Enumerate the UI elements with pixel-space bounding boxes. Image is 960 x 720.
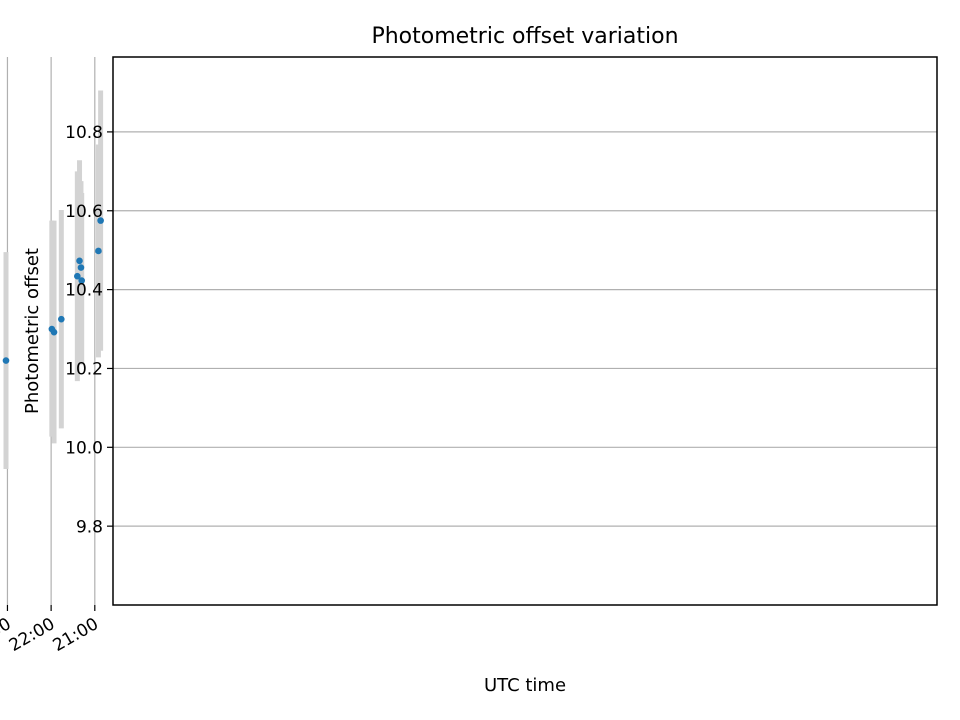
data-points — [2, 217, 104, 364]
data-point — [78, 277, 85, 284]
y-tick-label: 10.4 — [65, 281, 103, 301]
y-tick-label: 10.0 — [65, 438, 103, 458]
y-axis-label: Photometric offset — [22, 248, 43, 414]
x-tick-label: 22:00 — [6, 614, 58, 656]
x-axis-label: UTC time — [484, 675, 566, 696]
data-point — [58, 315, 65, 323]
chart-title: Photometric offset variation — [371, 24, 678, 49]
data-point — [2, 357, 10, 364]
x-tick-label: 21:00 — [50, 614, 102, 656]
data-point — [95, 247, 102, 255]
y-tick-label: 10.2 — [65, 360, 103, 380]
y-tick-label: 10.6 — [65, 202, 103, 222]
y-tick-label: 9.8 — [76, 517, 103, 537]
data-point — [48, 325, 56, 333]
grid — [6, 57, 937, 605]
data-point — [97, 217, 104, 224]
data-point — [77, 264, 85, 271]
data-point — [76, 257, 83, 265]
plot-frame — [112, 56, 938, 606]
data-point — [74, 272, 81, 280]
y-axis-ticks: 9.8 10.0 10.2 10.4 10.6 10.8 — [65, 123, 113, 537]
y-tick-label: 10.8 — [65, 123, 103, 143]
